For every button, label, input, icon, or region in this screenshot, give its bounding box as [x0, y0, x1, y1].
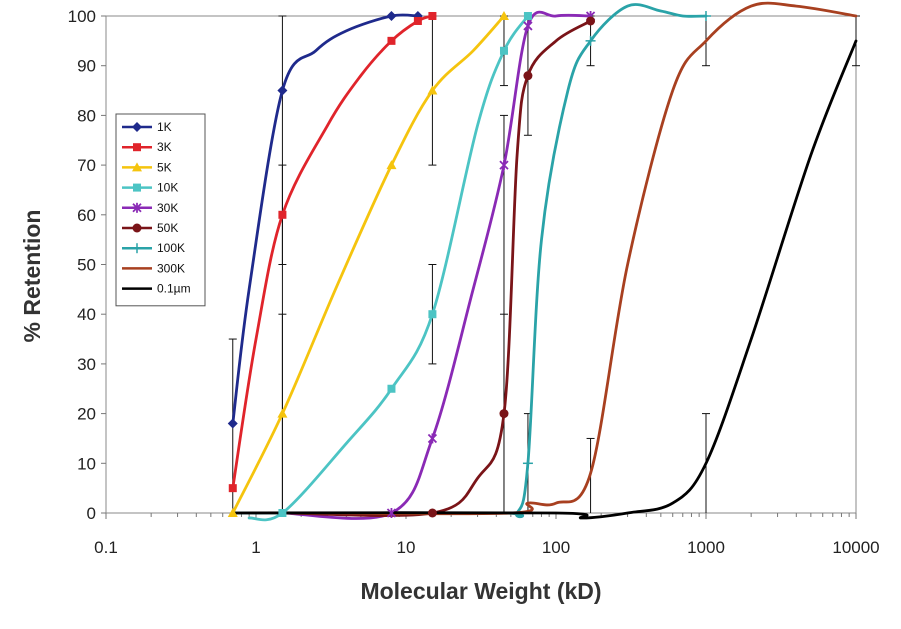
- series-5-point: [523, 20, 533, 31]
- legend-item: 30K: [122, 201, 178, 215]
- series-8-line: [281, 1, 858, 516]
- series-5-point: [386, 508, 397, 518]
- error-bars: [228, 15, 860, 513]
- y-tick-labels: 0 10 20 30 40 50 60 70 80 90 100: [68, 7, 106, 523]
- x-tick-label: 0.1: [94, 538, 118, 557]
- series-6-point: [523, 71, 533, 81]
- series-7-line: [231, 3, 708, 519]
- legend-item: 50K: [122, 221, 178, 235]
- series-4-point: [499, 46, 508, 55]
- y-tick-label: 50: [77, 256, 96, 275]
- series-2-point: [228, 484, 237, 493]
- series-3-point: [498, 11, 509, 20]
- series-lines: [231, 1, 858, 522]
- legend-swatch-marker: [132, 122, 142, 132]
- series-5-point: [499, 160, 509, 171]
- series-1-point: [386, 11, 397, 21]
- series-7-point: [701, 11, 711, 21]
- series-6-point: [427, 508, 437, 518]
- series-6-point: [586, 16, 596, 26]
- y-axis-title: % Retention: [19, 210, 45, 343]
- legend-swatch-marker: [132, 162, 142, 172]
- series-7-point: [522, 458, 533, 469]
- series-5-point: [427, 433, 438, 444]
- series-2-point: [413, 16, 422, 25]
- x-tick-label: 100: [542, 538, 570, 557]
- y-tick-label: 0: [87, 504, 96, 523]
- y-tick-label: 100: [68, 7, 96, 26]
- series-9-line: [231, 39, 858, 520]
- y-tick-label: 10: [77, 454, 96, 473]
- y-tick-label: 70: [77, 156, 96, 175]
- legend-label: 1K: [157, 120, 172, 134]
- series-2-point: [428, 12, 437, 20]
- legend-label: 30K: [157, 201, 178, 215]
- legend-item: 100K: [122, 241, 185, 255]
- x-axis-title: Molecular Weight (kD): [360, 578, 601, 604]
- x-tick-label: 1: [251, 538, 260, 557]
- x-tick-label: 1000: [687, 538, 725, 557]
- x-tick-label: 10: [397, 538, 416, 557]
- series-2-point: [387, 36, 396, 45]
- series-2-point: [278, 210, 287, 219]
- legend-label: 5K: [157, 160, 172, 174]
- legend-swatch-marker: [133, 183, 141, 192]
- legend-item: 300K: [122, 261, 185, 275]
- legend-label: 10K: [157, 181, 178, 195]
- series-5-line: [281, 10, 592, 520]
- x-tick-label: 10000: [832, 538, 879, 557]
- series-4-point: [523, 12, 532, 20]
- y-tick-label: 60: [77, 206, 96, 225]
- y-tick-label: 90: [77, 57, 96, 76]
- legend: 1K 3K 5K 10K 30K 50K 100K 300K 0.1µm: [115, 113, 206, 307]
- legend-label: 3K: [157, 140, 172, 154]
- legend-swatch-marker: [132, 243, 142, 254]
- legend-label: 50K: [157, 221, 178, 235]
- series-3-point: [427, 85, 438, 95]
- series-1-point: [277, 85, 288, 96]
- series-6-point: [499, 409, 509, 419]
- y-tick-label: 20: [77, 405, 96, 424]
- y-tick-label: 40: [77, 305, 96, 324]
- series-3-line: [231, 14, 506, 515]
- series-3-point: [277, 408, 288, 418]
- y-tick-label: 30: [77, 355, 96, 374]
- legend-swatch-marker: [133, 143, 141, 152]
- series-3-point: [386, 160, 397, 170]
- legend-label: 100K: [157, 241, 185, 255]
- legend-item: 0.1µm: [122, 282, 191, 296]
- series-4-line: [247, 14, 530, 522]
- series-2-line: [231, 14, 434, 490]
- legend-label: 300K: [157, 261, 185, 275]
- series-1-point: [227, 418, 238, 429]
- x-tick-labels: 0.1 1 10 100 1000 10000: [94, 538, 879, 557]
- legend-item: 10K: [122, 181, 178, 195]
- legend-item: 3K: [122, 140, 172, 154]
- series-7-point: [585, 35, 596, 46]
- legend-swatch-marker: [132, 223, 142, 233]
- series-1-line: [231, 13, 420, 425]
- legend-item: 5K: [122, 160, 172, 174]
- series-markers: [227, 11, 711, 518]
- series-4-point: [278, 509, 287, 517]
- y-tick-label: 80: [77, 106, 96, 125]
- series-4-point: [387, 384, 396, 393]
- legend-item: 1K: [122, 120, 172, 134]
- series-4-point: [428, 310, 437, 319]
- legend-label: 0.1µm: [157, 282, 191, 296]
- series-3-point: [227, 508, 238, 517]
- legend-swatch-marker: [132, 202, 142, 213]
